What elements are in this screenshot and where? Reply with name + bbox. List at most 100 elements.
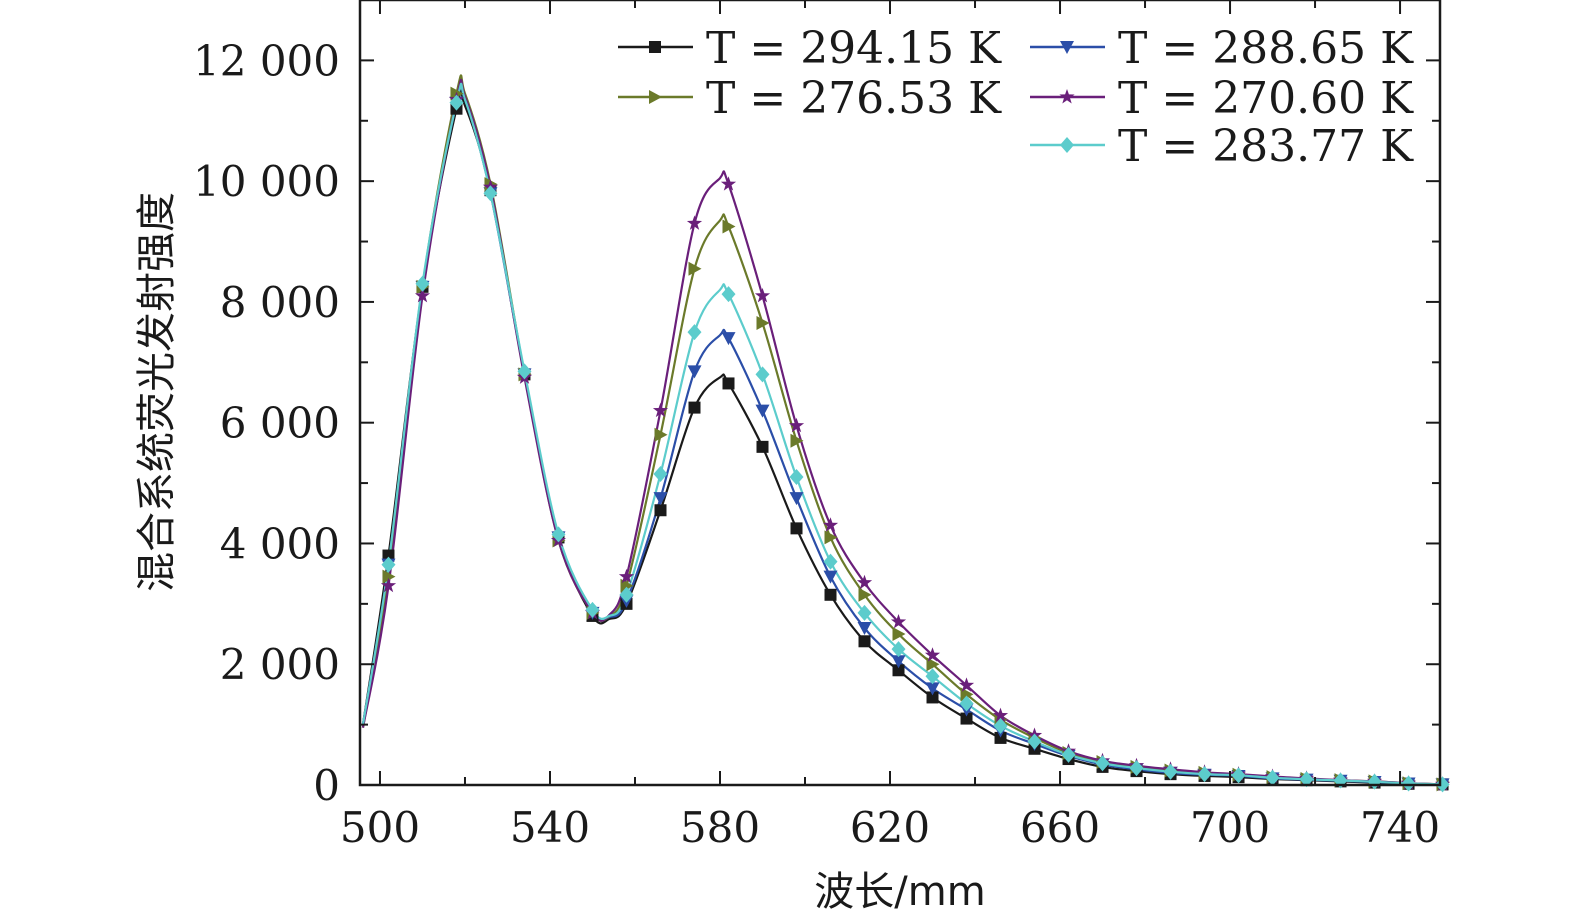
plot-frame (358, 0, 1442, 787)
y-tick-label: 8 000 (220, 278, 340, 327)
x-axis-title: 波长/mm (814, 869, 985, 915)
legend-marker-triangle-right (649, 90, 662, 104)
data-point-marker-4 (415, 275, 430, 292)
y-tick-label: 4 000 (220, 519, 340, 568)
data-point-marker-0 (790, 522, 803, 535)
series-line-4 (361, 82, 1443, 786)
data-point-marker-4 (1401, 775, 1416, 792)
data-point-marker-4 (721, 286, 736, 303)
data-point-marker-4 (653, 466, 668, 483)
data-point-marker-4 (857, 604, 872, 621)
legend-label: T = 288.65 K (1118, 23, 1414, 74)
data-point-marker-4 (1129, 760, 1144, 777)
x-tick-label: 500 (340, 803, 420, 852)
legend-marker-star (1059, 89, 1075, 104)
data-point-marker-3 (686, 215, 703, 230)
data-point-marker-3 (788, 417, 805, 433)
data-point-marker-1 (925, 682, 940, 696)
data-point-marker-4 (1299, 771, 1314, 788)
data-point-marker-0 (654, 504, 667, 517)
data-point-marker-1 (653, 492, 668, 506)
axis-tick-labels: 500 540 580 620 660 700 740 0 2 000 4 000 6 000 8 0… (193, 36, 1440, 852)
data-point-marker-4 (619, 586, 634, 603)
data-point-marker-4 (1265, 769, 1280, 786)
data-point-marker-1 (721, 332, 736, 346)
data-point-marker-0 (926, 691, 939, 704)
data-point-marker-2 (824, 530, 838, 545)
data-point-marker-3 (822, 517, 839, 532)
data-point-marker-1 (789, 492, 804, 506)
legend: T = 294.15 K T = 288.65 K T = 276.53 K T = … (618, 23, 1414, 172)
data-point-marker-4 (585, 601, 600, 618)
data-point-marker-4 (483, 185, 498, 202)
y-tick-label: 10 000 (193, 157, 340, 206)
data-point-marker-4 (381, 556, 396, 573)
data-point-marker-4 (1197, 766, 1212, 783)
data-point-marker-1 (857, 622, 872, 635)
data-point-marker-3 (890, 614, 907, 629)
data-point-marker-0 (960, 712, 973, 725)
series-markers (380, 86, 1451, 793)
data-point-marker-3 (380, 577, 397, 593)
data-point-marker-2 (722, 219, 736, 234)
data-point-marker-2 (756, 316, 770, 331)
data-point-marker-4 (1163, 763, 1178, 780)
data-point-marker-4 (925, 668, 940, 685)
data-point-marker-2 (688, 261, 702, 276)
data-point-marker-4 (1061, 746, 1076, 763)
data-point-marker-3 (414, 287, 431, 303)
y-axis-title: 混合系统荧光发射强度 (134, 192, 180, 592)
data-point-marker-4 (1231, 767, 1246, 784)
legend-label: T = 276.53 K (706, 73, 1002, 124)
data-point-marker-4 (823, 553, 838, 570)
data-point-marker-3 (992, 707, 1009, 722)
data-point-marker-1 (891, 655, 906, 669)
data-point-marker-2 (382, 569, 396, 584)
series-line-2 (361, 74, 1443, 786)
data-point-marker-0 (382, 549, 395, 562)
x-tick-label: 620 (850, 803, 930, 852)
data-point-marker-2 (858, 587, 872, 602)
data-point-marker-1 (755, 404, 770, 418)
data-point-marker-2 (654, 427, 668, 442)
x-tick-label: 740 (1360, 803, 1440, 852)
data-point-marker-4 (891, 641, 906, 658)
data-point-marker-0 (688, 401, 701, 414)
x-tick-label: 700 (1190, 803, 1270, 852)
data-point-marker-4 (449, 94, 464, 111)
series-line-0 (361, 89, 1443, 786)
data-point-marker-0 (892, 664, 905, 677)
series-lines (361, 74, 1443, 786)
x-tick-label: 580 (680, 803, 760, 852)
data-point-marker-1 (823, 570, 838, 584)
data-point-marker-4 (1027, 733, 1042, 750)
legend-marker-square (649, 41, 661, 53)
x-tick-label: 540 (510, 803, 590, 852)
data-point-marker-3 (720, 176, 737, 191)
legend-marker-diamond (1060, 137, 1074, 153)
data-point-marker-3 (856, 574, 873, 590)
data-point-marker-4 (687, 324, 702, 341)
y-tick-label: 12 000 (193, 36, 340, 85)
data-point-marker-0 (858, 635, 871, 648)
y-tick-label: 6 000 (220, 399, 340, 448)
legend-marker-triangle-down (1060, 41, 1074, 54)
legend-label: T = 270.60 K (1118, 73, 1414, 124)
data-point-marker-4 (789, 469, 804, 486)
data-point-marker-3 (924, 647, 941, 662)
data-point-marker-2 (892, 627, 906, 642)
data-point-marker-0 (824, 588, 837, 601)
legend-label: T = 283.77 K (1118, 121, 1414, 172)
data-point-marker-1 (687, 365, 702, 379)
data-point-marker-0 (722, 377, 735, 390)
data-point-marker-3 (618, 568, 635, 584)
x-tick-label: 660 (1020, 803, 1100, 852)
series-line-1 (361, 82, 1443, 786)
data-point-marker-4 (755, 366, 770, 383)
data-point-marker-4 (959, 695, 974, 712)
data-point-marker-4 (1095, 755, 1110, 772)
data-point-marker-4 (551, 526, 566, 543)
data-point-marker-4 (517, 363, 532, 380)
data-point-marker-3 (652, 402, 669, 418)
